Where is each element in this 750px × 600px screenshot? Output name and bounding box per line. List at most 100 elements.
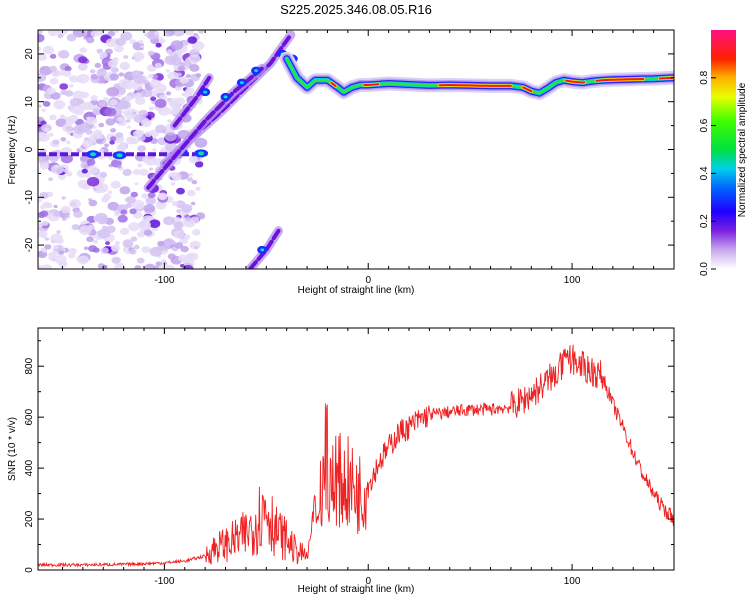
noise-blob — [133, 74, 146, 84]
snr-series-line — [38, 344, 674, 568]
noise-blob — [187, 177, 193, 182]
noise-blob — [59, 83, 69, 90]
chirp-peak-core — [260, 248, 265, 252]
noise-blob — [136, 257, 145, 264]
spectrogram-xtick-label: -100 — [154, 275, 174, 286]
noise-blob — [88, 245, 98, 253]
noise-blob — [118, 72, 125, 77]
noise-blob — [117, 165, 122, 169]
noise-blob — [177, 65, 186, 72]
noise-blob — [50, 233, 63, 244]
noise-blob — [198, 30, 204, 34]
noise-blob — [75, 77, 82, 83]
noise-blob — [187, 36, 198, 44]
noise-blob — [133, 211, 143, 219]
noise-blob — [44, 237, 50, 241]
noise-blob — [127, 125, 131, 129]
snr-ticks: -100 0 100 0 200 400 600 800 — [24, 328, 675, 587]
noise-blob — [109, 73, 119, 81]
noise-blob — [72, 90, 85, 100]
noise-blob — [145, 196, 156, 205]
noise-blob — [43, 127, 50, 133]
noise-blob — [180, 245, 189, 253]
snr-frame — [37, 327, 675, 571]
ridge-hot-1 — [330, 82, 337, 87]
noise-blob — [164, 132, 177, 142]
noise-blob — [53, 245, 59, 249]
snr-ytick-label: 400 — [24, 459, 35, 476]
colorbar-label: Normalized spectral amplitude — [737, 82, 748, 217]
noise-blob — [78, 56, 88, 64]
noise-blob — [137, 163, 143, 168]
noise-blob — [49, 114, 57, 121]
spectrogram-area — [38, 30, 674, 269]
noise-blob — [82, 101, 94, 111]
noise-blob — [86, 236, 94, 243]
noise-blob — [54, 254, 67, 265]
noise-blob — [171, 172, 182, 181]
noise-blob — [117, 116, 126, 123]
noise-blob — [122, 239, 134, 248]
noise-blob — [40, 120, 47, 126]
noise-blob — [119, 186, 131, 195]
noise-blob — [82, 139, 93, 148]
snr-ytick-label: 600 — [24, 408, 35, 425]
noise-blob — [188, 156, 198, 164]
noise-blob — [133, 244, 140, 250]
colorbar: 0.0 0.2 0.4 0.6 0.8 Normalized spectral ampl… — [699, 30, 748, 276]
noise-blob — [38, 196, 43, 203]
noise-blob — [69, 97, 82, 107]
noise-blob — [59, 70, 67, 76]
noise-blob — [38, 30, 43, 34]
noise-blob — [170, 40, 184, 51]
noise-blob — [106, 87, 120, 97]
noise-blob — [141, 246, 151, 254]
chirp-peak-core — [254, 69, 259, 73]
noise-blob — [85, 165, 98, 175]
noise-blob — [129, 208, 137, 215]
noise-blob — [155, 124, 166, 133]
noise-blob — [134, 182, 139, 186]
noise-blob — [95, 212, 108, 223]
noise-blob — [80, 91, 90, 99]
noise-blob — [73, 210, 83, 218]
noise-blob — [53, 204, 58, 209]
noise-blob — [114, 30, 119, 34]
noise-blob — [180, 264, 185, 268]
noise-blob — [72, 30, 85, 38]
spectrogram-ytick-label: 20 — [24, 48, 35, 60]
noise-blob — [41, 220, 49, 226]
noise-blob — [64, 66, 72, 72]
noise-blob — [132, 199, 145, 210]
noise-blob — [101, 196, 109, 203]
noise-blob — [41, 108, 46, 112]
noise-blob — [191, 180, 198, 185]
noise-blob — [90, 73, 98, 80]
noise-blob — [147, 50, 155, 56]
snr-ytick-label: 200 — [24, 510, 35, 527]
noise-blob — [149, 79, 162, 89]
streak-peak-core — [90, 152, 97, 157]
noise-blob — [124, 95, 133, 102]
noise-blob — [38, 104, 42, 108]
noise-blob — [120, 209, 128, 215]
noise-blob — [60, 154, 73, 164]
noise-blob — [114, 240, 121, 245]
noise-blob — [49, 53, 57, 59]
noise-blob — [107, 201, 120, 211]
noise-blob — [120, 31, 133, 41]
noise-blob — [165, 69, 170, 73]
noise-blob — [115, 38, 126, 46]
snr-xtick-label: -100 — [154, 576, 174, 587]
noise-blob — [174, 242, 184, 249]
noise-blob — [103, 97, 109, 102]
noise-blob — [64, 90, 74, 97]
ridge-hot-6 — [595, 78, 645, 82]
noise-blob — [147, 192, 156, 199]
spectrogram-ytick-label: 0 — [24, 146, 35, 152]
noise-blob — [57, 33, 64, 39]
noise-blob — [125, 136, 137, 145]
noise-blob — [90, 30, 100, 38]
snr-panel: -100 0 100 0 200 400 600 800 Height of straight… — [7, 327, 675, 595]
